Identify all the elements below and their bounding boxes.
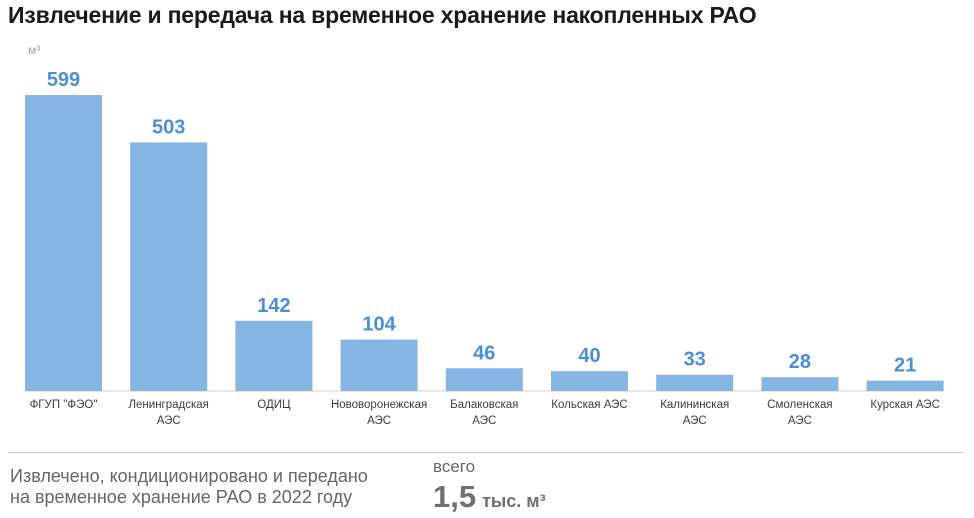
footer-description-line-2: на временное хранение РАО в 2022 году [10, 487, 353, 507]
category-label: Калининская [660, 399, 729, 411]
bar [130, 142, 208, 391]
category-label: АЭС [157, 415, 181, 427]
bar-value-label: 503 [152, 116, 185, 138]
total-value-row: 1,5 тыс. м³ [433, 479, 546, 515]
footer-description: Извлечено, кондиционировано и передано н… [10, 466, 410, 508]
y-unit-label: м³ [28, 43, 40, 57]
bar [445, 368, 523, 391]
bar [551, 371, 628, 391]
category-label: Ленинградская [128, 399, 208, 411]
bar [235, 320, 313, 391]
footer-divider [8, 452, 963, 453]
bar-value-label: 40 [578, 345, 600, 367]
footer-description-line-1: Извлечено, кондиционировано и передано [10, 466, 368, 486]
bar [340, 339, 418, 391]
category-label: ФГУП "ФЭО" [30, 399, 98, 411]
bar-value-label: 28 [789, 351, 811, 373]
total-label: всего [433, 457, 476, 476]
bar-value-label: 21 [894, 355, 916, 377]
bar [25, 95, 102, 391]
bar-chart: м³ 599 ФГУП "ФЭО" 503 Ленинградская АЭС 142 ОД… [25, 43, 944, 427]
total-block: всего 1,5 тыс. м³ [433, 457, 546, 514]
bar-value-label: 599 [47, 69, 80, 91]
category-label: Курская АЭС [870, 399, 940, 411]
category-label: АЭС [367, 415, 391, 427]
bar-value-label: 46 [473, 342, 495, 364]
category-label: ОДИЦ [257, 399, 291, 411]
category-label: АЭС [472, 415, 496, 427]
bar-value-label: 142 [257, 295, 290, 317]
category-label: Балаковская [450, 399, 518, 411]
chart-title: Извлечение и передача на временное хране… [8, 2, 757, 28]
total-unit: тыс. м³ [482, 491, 546, 511]
bar [866, 380, 944, 391]
category-label: Смоленская [767, 399, 832, 411]
bar [761, 377, 839, 391]
total-value: 1,5 [433, 479, 477, 514]
bars-group: 599 ФГУП "ФЭО" 503 Ленинградская АЭС 142 ОДИЦ 1… [25, 69, 944, 427]
category-label: АЭС [788, 415, 812, 427]
bar-value-label: 104 [362, 314, 396, 336]
category-label: Кольская АЭС [551, 399, 627, 411]
category-label: Нововоронежская [331, 399, 427, 411]
category-label: АЭС [683, 415, 707, 427]
bar [656, 374, 734, 391]
bar-value-label: 33 [684, 349, 706, 371]
